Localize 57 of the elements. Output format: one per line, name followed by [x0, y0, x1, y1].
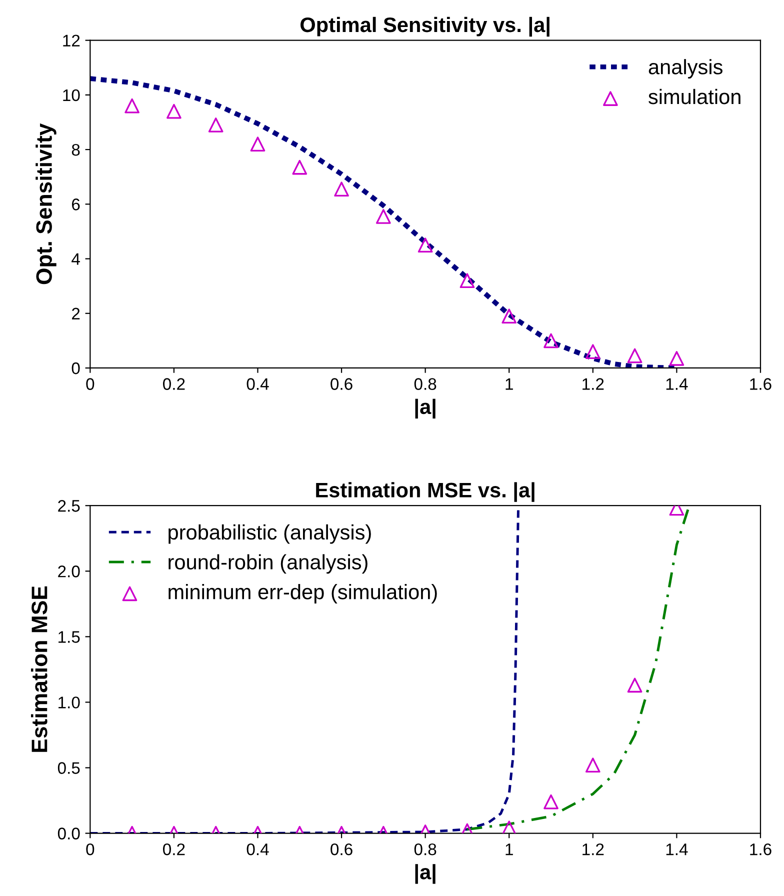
y-tick-label: 1.5 [58, 631, 80, 643]
legend-label: simulation [648, 88, 740, 104]
x-tick-label: 0.8 [414, 378, 436, 390]
y-tick-label: 12 [63, 34, 80, 46]
x-tick-label: 0 [86, 378, 94, 390]
legend-label: analysis [648, 59, 722, 78]
x-axis-title: |a| [415, 398, 436, 419]
point [418, 238, 433, 253]
x-tick-label: 1 [506, 844, 513, 856]
x-tick-label: 0.2 [163, 378, 185, 390]
y-tick-label: 0.5 [58, 762, 80, 774]
y-tick-label: 8 [72, 144, 80, 156]
x-tick-label: 0.6 [330, 843, 352, 856]
x-tick-label: 1.4 [666, 844, 688, 856]
x-tick-label: 0.6 [330, 378, 352, 390]
y-tick-label: 2 [72, 308, 80, 320]
y-tick-label: 0.0 [58, 828, 80, 840]
y-axis-title: Estimation MSE [31, 586, 48, 752]
y-tick-label: 4 [72, 253, 80, 265]
y-axis-title: Opt. Sensitivity [36, 123, 56, 284]
x-axis-title: |a| [415, 864, 436, 884]
chart-title: Optimal Sensitivity vs. |a| [300, 16, 550, 37]
y-tick-label: 6 [72, 198, 80, 210]
x-tick-label: 1.6 [750, 378, 772, 390]
y-tick-label: 10 [63, 89, 80, 102]
x-tick-label: 1.2 [582, 378, 604, 390]
point [544, 333, 558, 348]
point [376, 209, 391, 224]
legend-label: round-robin (analysis) [168, 554, 368, 574]
x-tick-label: 0 [86, 843, 94, 856]
y-tick-label: 0 [72, 362, 80, 374]
point [208, 118, 224, 132]
legend-label: probabilistic (analysis) [168, 524, 371, 544]
x-tick-label: 0.4 [246, 378, 269, 390]
point [585, 344, 600, 360]
x-tick-label: 1.2 [582, 843, 604, 856]
point [627, 678, 642, 693]
point [334, 182, 349, 197]
point [669, 351, 684, 366]
point [250, 136, 266, 152]
chart-title: Estimation MSE vs. |a| [316, 482, 534, 502]
x-tick-label: 1 [506, 378, 513, 390]
point [292, 160, 308, 175]
point [502, 308, 517, 324]
x-tick-label: 0.4 [246, 843, 269, 856]
point [166, 104, 182, 119]
y-tick-label: 2.5 [58, 500, 80, 512]
y-tick-label: 2.0 [58, 566, 80, 578]
point [124, 98, 140, 114]
point [460, 273, 475, 288]
legend-label: minimum err-dep (simulation) [168, 584, 437, 604]
y-tick-label: 1.0 [58, 696, 80, 708]
point [627, 348, 642, 364]
x-tick-label: 0.2 [163, 843, 185, 856]
x-tick-label: 0.8 [414, 843, 436, 856]
x-tick-label: 1.4 [666, 378, 688, 390]
x-tick-label: 1.6 [750, 843, 772, 856]
